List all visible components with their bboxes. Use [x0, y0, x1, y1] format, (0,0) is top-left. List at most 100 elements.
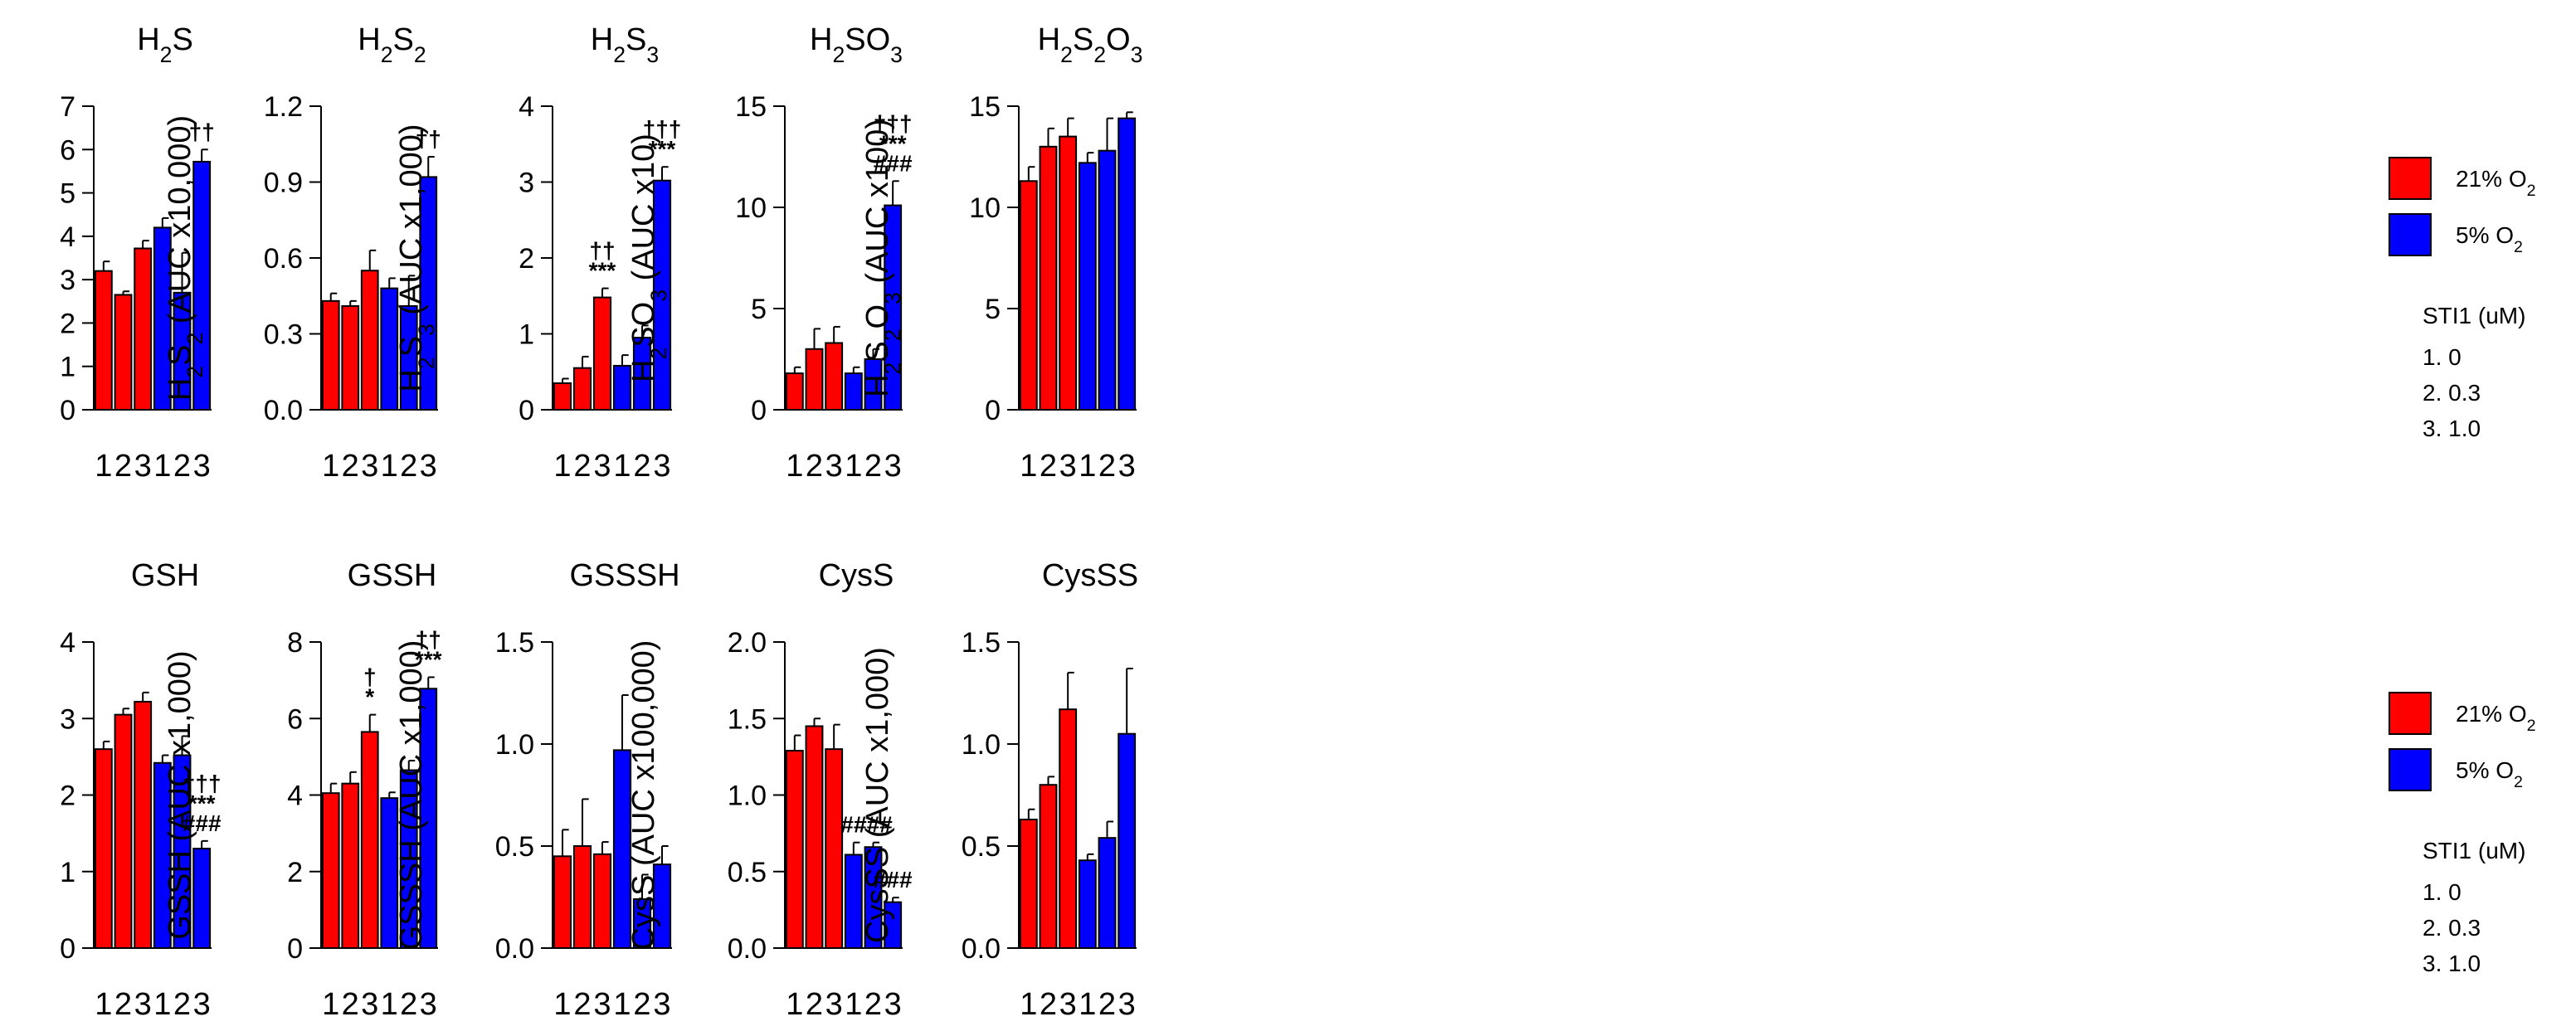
x-tick-label: 3	[1118, 449, 1136, 484]
chart-title: GSSSH	[569, 558, 679, 593]
chart-title-part-0: H	[1038, 22, 1060, 57]
x-tick-label: 1	[1020, 449, 1037, 484]
chart-title-part-0: H	[810, 22, 832, 57]
y-axis-label-part-2: S	[860, 341, 895, 362]
legend-label-part-1: 2	[2514, 773, 2523, 791]
x-tick-label: 2	[573, 987, 591, 1022]
chart-title-part-1: 2	[832, 42, 845, 67]
y-tick-label: 0.5	[728, 857, 767, 888]
legend-swatch	[2389, 213, 2432, 256]
x-tick-label: 2	[173, 449, 191, 484]
bar	[1019, 819, 1038, 950]
x-tick-label: 3	[653, 449, 670, 484]
y-tick-label: 1.5	[728, 703, 767, 735]
significance-label: ††	[589, 238, 615, 264]
bar	[1118, 117, 1137, 411]
x-tick-label: 3	[134, 449, 152, 484]
y-tick-label: 1.5	[495, 627, 534, 659]
bar	[1078, 859, 1097, 949]
x-tick-label: 3	[1059, 987, 1077, 1022]
y-tick-label: 7	[60, 91, 75, 123]
chart-title: H2SO3	[810, 22, 903, 67]
significance-label: ##	[840, 812, 867, 838]
chart-title-part-3: 3	[646, 42, 659, 67]
x-tick-label: 2	[1098, 987, 1116, 1022]
chart-title-part-2: S	[172, 22, 192, 57]
bar	[785, 749, 804, 949]
y-axis-label-part-6: (AUC x100)	[860, 119, 895, 292]
x-tick-label: 1	[1020, 987, 1037, 1022]
bar	[114, 713, 133, 949]
y-tick-label: 5	[60, 178, 75, 210]
x-tick-label: 1	[153, 449, 171, 484]
y-axis-label-part-2: S	[394, 336, 429, 357]
significance-label: *	[365, 684, 374, 710]
y-axis-label-part-0: GSSSH (AUC x1,000)	[394, 640, 429, 951]
y-axis-label-part-3: 2	[183, 333, 207, 345]
y-axis-label-part-1: 2	[414, 357, 439, 369]
legend-swatch	[2389, 692, 2432, 735]
y-tick-label: 4	[519, 91, 534, 123]
legend-swatch	[2389, 157, 2432, 200]
y-axis-label-part-3: 2	[880, 329, 905, 342]
chart-title-part-0: H	[137, 22, 159, 57]
y-axis-label: H2S2 (AUC x10,000)	[163, 115, 207, 401]
legend-item: 3. 1.0	[2423, 951, 2481, 976]
y-tick-label: 10	[969, 192, 1001, 224]
y-axis-label-part-0: H	[860, 374, 895, 396]
significance-label: †††	[183, 771, 222, 796]
legend-swatch	[2389, 748, 2432, 791]
x-tick-label: 3	[593, 449, 611, 484]
significance-label: ††	[416, 126, 441, 152]
y-tick-label: 3	[519, 168, 534, 199]
bar	[134, 247, 153, 411]
x-tick-label: 2	[114, 449, 132, 484]
y-tick-label: 15	[735, 91, 767, 123]
chart-title: H2S3	[591, 22, 659, 67]
bar	[553, 382, 572, 411]
x-tick-label: 1	[322, 987, 339, 1022]
x-tick-label: 2	[806, 449, 823, 484]
x-tick-label: 1	[95, 987, 112, 1022]
chart-title-part-1: 2	[1060, 42, 1073, 67]
bar	[553, 855, 572, 950]
y-tick-label: 0.0	[495, 933, 534, 965]
y-tick-label: 5	[985, 294, 1001, 325]
x-tick-label: 3	[134, 987, 152, 1022]
bar	[1059, 135, 1078, 411]
x-tick-label: 3	[193, 449, 211, 484]
y-tick-label: 0.0	[728, 933, 767, 965]
legend-label-part-0: 5% O	[2456, 222, 2514, 248]
y-tick-label: 6	[60, 134, 75, 166]
significance-label: ††	[416, 626, 441, 652]
x-tick-label: 2	[864, 449, 882, 484]
bar	[1098, 837, 1117, 949]
x-tick-label: 2	[400, 449, 417, 484]
x-tick-label: 3	[884, 987, 902, 1022]
legend-label-part-1: 2	[2514, 238, 2523, 256]
x-tick-label: 3	[361, 449, 378, 484]
bar	[341, 304, 360, 411]
y-axis-label: CysS (AUC x100,000)	[626, 640, 661, 951]
x-tick-label: 2	[1098, 449, 1116, 484]
significance-label: ***	[879, 130, 907, 156]
y-tick-label: 1	[60, 352, 75, 383]
bar	[321, 792, 340, 949]
y-axis-label-part-3: 3	[646, 289, 671, 302]
chart-title-part-3: 2	[1093, 42, 1106, 67]
bar	[805, 725, 824, 949]
significance-label: ###	[874, 150, 913, 176]
y-tick-label: 0.9	[264, 168, 303, 199]
y-axis-label-part-1: 2	[183, 366, 207, 378]
bar	[572, 845, 592, 949]
chart-title-part-0: H	[591, 22, 613, 57]
x-tick-label: 1	[153, 987, 171, 1022]
y-tick-label: 1	[60, 857, 75, 888]
x-tick-label: 3	[420, 987, 437, 1022]
y-tick-label: 0	[287, 933, 303, 965]
